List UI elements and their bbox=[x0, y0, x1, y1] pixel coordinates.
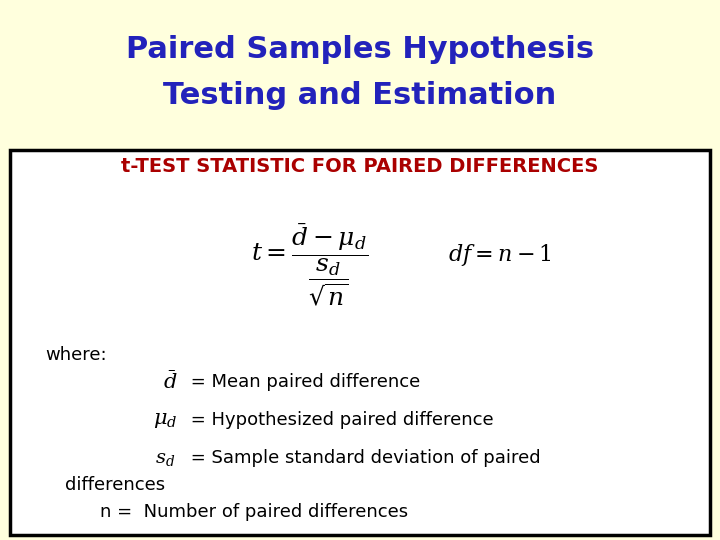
FancyBboxPatch shape bbox=[0, 0, 720, 150]
Text: $df = n-1$: $df = n-1$ bbox=[448, 242, 552, 268]
Text: = Mean paired difference: = Mean paired difference bbox=[185, 373, 420, 391]
Text: n =  Number of paired differences: n = Number of paired differences bbox=[100, 503, 408, 521]
FancyBboxPatch shape bbox=[10, 150, 710, 535]
Text: $t = \dfrac{\bar{d} - \mu_d}{\dfrac{s_d}{\sqrt{n}}}$: $t = \dfrac{\bar{d} - \mu_d}{\dfrac{s_d}… bbox=[251, 222, 369, 308]
Text: $s_d$: $s_d$ bbox=[155, 449, 175, 468]
Text: t-TEST STATISTIC FOR PAIRED DIFFERENCES: t-TEST STATISTIC FOR PAIRED DIFFERENCES bbox=[121, 157, 599, 176]
Text: Testing and Estimation: Testing and Estimation bbox=[163, 80, 557, 110]
Text: differences: differences bbox=[65, 476, 165, 494]
Text: Paired Samples Hypothesis: Paired Samples Hypothesis bbox=[126, 36, 594, 64]
Text: = Sample standard deviation of paired: = Sample standard deviation of paired bbox=[185, 449, 541, 467]
Text: where:: where: bbox=[45, 346, 107, 364]
Text: = Hypothesized paired difference: = Hypothesized paired difference bbox=[185, 411, 494, 429]
Text: $\mu_d$: $\mu_d$ bbox=[153, 410, 177, 430]
Text: $\bar{d}$: $\bar{d}$ bbox=[163, 370, 177, 393]
